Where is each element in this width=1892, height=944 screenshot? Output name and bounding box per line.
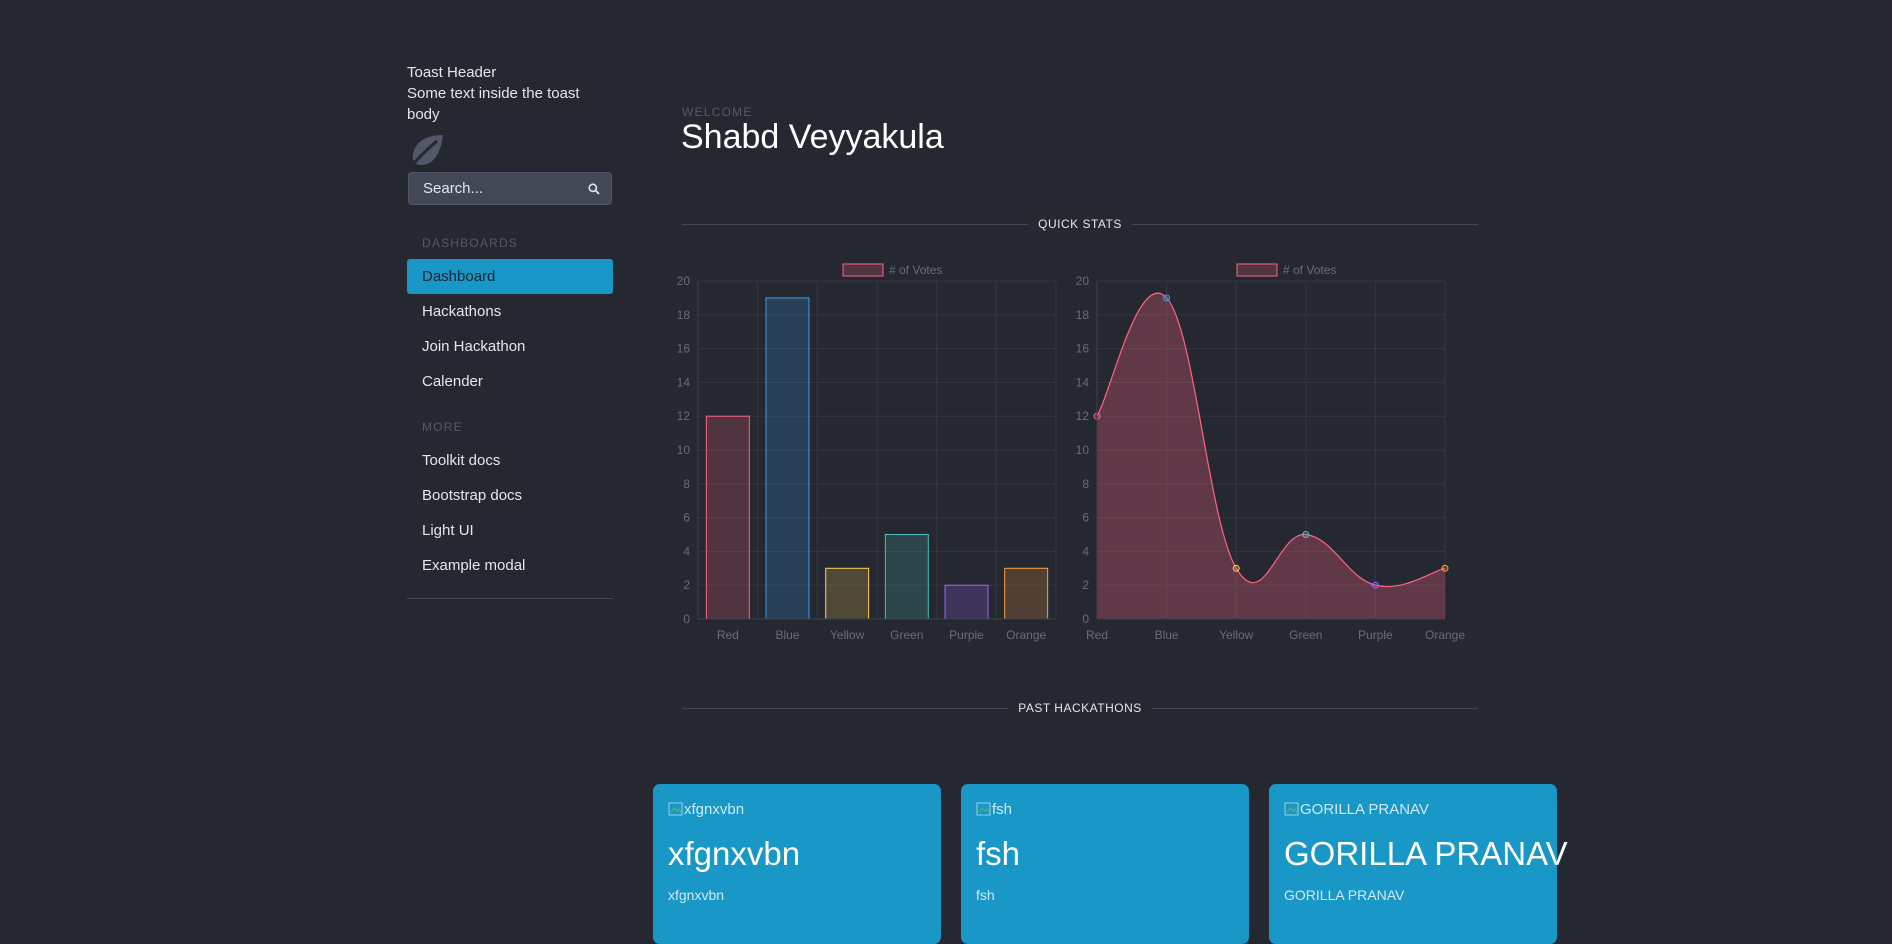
welcome-eyebrow: WELCOME	[682, 105, 753, 119]
bar	[1004, 567, 1049, 620]
data-point	[1371, 581, 1379, 589]
broken-image-icon	[668, 802, 683, 816]
sidebar-item-bootstrap-docs[interactable]: Bootstrap docs	[422, 487, 523, 504]
y-tick-label: 6	[683, 511, 690, 525]
y-tick-label: 4	[683, 544, 690, 558]
hackathon-card[interactable]: xfgnxvbn xfgnxvbn xfgnxvbn	[653, 784, 941, 944]
quick-stats-label: QUICK STATS	[1028, 216, 1132, 232]
leaf-icon[interactable]	[407, 133, 447, 171]
card-image-alt: GORILLA PRANAV	[1300, 800, 1429, 818]
sidebar-item-example-modal[interactable]: Example modal	[422, 557, 526, 574]
y-tick-label: 8	[1082, 477, 1089, 491]
y-tick-label: 2	[683, 578, 690, 592]
x-tick-label: Purple	[1358, 628, 1393, 642]
search-input[interactable]	[409, 173, 611, 204]
data-point	[1441, 564, 1449, 572]
x-tick-label: Yellow	[830, 628, 865, 642]
bar	[884, 534, 929, 620]
y-tick-label: 14	[1076, 375, 1090, 389]
x-tick-label: Orange	[1425, 628, 1465, 642]
page-title: Shabd Veyyakula	[681, 118, 944, 156]
y-tick-label: 16	[677, 342, 691, 356]
sidebar-item-calender[interactable]: Calender	[422, 373, 483, 390]
sidebar-item-dashboard[interactable]: Dashboard	[407, 259, 613, 294]
y-tick-label: 8	[683, 477, 690, 491]
x-tick-label: Orange	[1006, 628, 1046, 642]
broken-image-icon	[976, 802, 991, 816]
data-point	[1302, 531, 1310, 538]
hackathon-card[interactable]: GORILLA PRANAV GORILLA PRANAV GORILLA PR…	[1269, 784, 1568, 944]
card-title: xfgnxvbn	[668, 835, 801, 872]
x-tick-label: Blue	[775, 628, 799, 642]
card-image-alt: xfgnxvbn	[684, 800, 745, 818]
legend-label: # of Votes	[889, 263, 942, 277]
bar	[825, 567, 870, 620]
y-tick-label: 16	[1076, 342, 1090, 356]
sidebar-item-light-ui[interactable]: Light UI	[422, 522, 474, 539]
legend-label: # of Votes	[1283, 263, 1336, 277]
quick-stats-divider: QUICK STATS	[682, 216, 1478, 232]
toast-header: Toast Header	[407, 64, 497, 81]
area-chart-svg: # of Votes 0 2 4 6 8 10 12 14 16 18 20 Red Blue Yellow…	[1076, 263, 1466, 642]
hackathon-card[interactable]: fsh fsh fsh	[961, 784, 1249, 944]
nav-section-more: MORE	[422, 420, 463, 434]
bar	[765, 297, 810, 620]
search-icon[interactable]	[588, 183, 600, 195]
y-tick-label: 10	[1076, 443, 1090, 457]
x-tick-label: Blue	[1155, 628, 1179, 642]
y-tick-label: 20	[677, 274, 691, 288]
card-title: fsh	[976, 835, 1021, 872]
sidebar-item-toolkit-docs[interactable]: Toolkit docs	[422, 452, 501, 469]
card-text: fsh	[976, 887, 995, 903]
broken-image-icon	[1284, 802, 1299, 816]
area-chart: # of Votes 0 2 4 6 8 10 12 14 16 18 20 Red Blue Yellow…	[1061, 252, 1466, 652]
y-tick-label: 12	[677, 409, 691, 423]
y-tick-label: 12	[1076, 409, 1090, 423]
area-fill	[1097, 293, 1445, 619]
toast-body: Some text inside the toast body	[407, 85, 580, 123]
y-tick-label: 6	[1082, 511, 1089, 525]
past-hackathons-label: PAST HACKATHONS	[1008, 700, 1152, 716]
y-tick-label: 2	[1082, 578, 1089, 592]
x-tick-label: Red	[1086, 628, 1108, 642]
data-point	[1232, 564, 1240, 572]
x-tick-label: Red	[717, 628, 739, 642]
bar	[944, 584, 989, 620]
x-tick-label: Green	[1289, 628, 1322, 642]
card-text: GORILLA PRANAV	[1284, 887, 1405, 903]
legend-swatch	[1236, 263, 1278, 277]
x-tick-label: Yellow	[1219, 628, 1254, 642]
card-image: fsh	[976, 799, 1234, 819]
sidebar-item-join-hackathon[interactable]: Join Hackathon	[422, 338, 526, 355]
card-image: GORILLA PRANAV	[1284, 799, 1542, 819]
card-title: GORILLA PRANAV	[1284, 835, 1568, 872]
y-tick-label: 0	[683, 612, 690, 626]
bar-chart: # of Votes 0 2 4 6 8 10 12 14 16 18 20 Red Blue Yellow…	[660, 252, 1060, 652]
series-line	[1096, 292, 1446, 588]
y-tick-label: 18	[677, 308, 691, 322]
search-box	[408, 172, 612, 205]
y-tick-label: 18	[1076, 308, 1090, 322]
sidebar: Toast Header Some text inside the toast …	[407, 62, 613, 599]
past-hackathons-divider: PAST HACKATHONS	[682, 700, 1478, 716]
x-tick-label: Purple	[949, 628, 984, 642]
y-tick-label: 0	[1082, 612, 1089, 626]
sidebar-item-hackathons[interactable]: Hackathons	[422, 303, 502, 320]
y-tick-label: 20	[1076, 274, 1090, 288]
bar	[705, 415, 750, 620]
card-text: xfgnxvbn	[668, 887, 725, 903]
y-tick-label: 4	[1082, 544, 1089, 558]
nav-section-dashboards: DASHBOARDS	[422, 236, 519, 250]
sidebar-divider	[407, 598, 613, 599]
data-point	[1163, 294, 1171, 302]
x-tick-label: Green	[890, 628, 923, 642]
y-tick-label: 10	[677, 443, 691, 457]
legend-swatch	[842, 263, 884, 277]
y-tick-label: 14	[677, 375, 691, 389]
card-image-alt: fsh	[992, 800, 1013, 818]
card-image: xfgnxvbn	[668, 799, 926, 819]
bar-chart-svg: # of Votes 0 2 4 6 8 10 12 14 16 18 20 Red Blue Yellow…	[677, 263, 1057, 642]
